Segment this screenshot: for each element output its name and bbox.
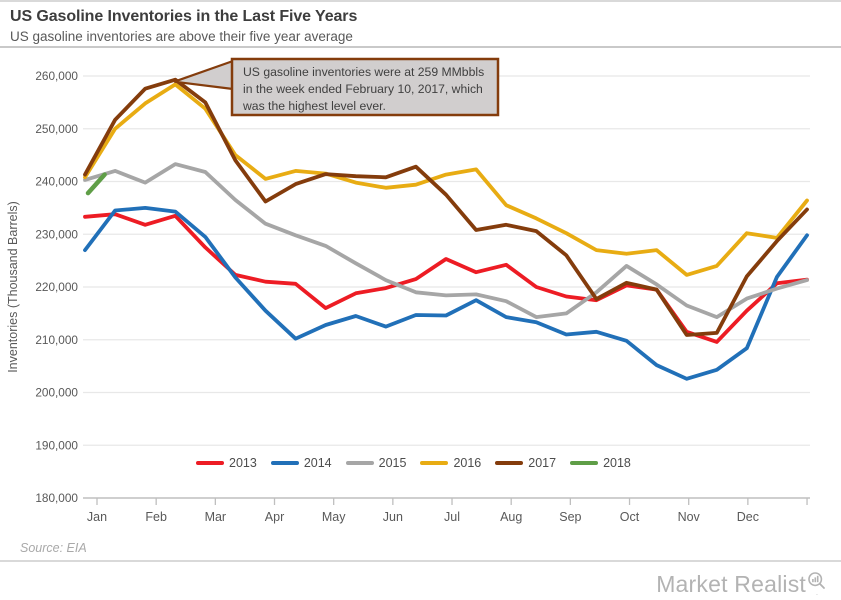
callout-pointer-edge <box>174 80 234 91</box>
x-tick-label: Mar <box>205 510 227 524</box>
legend-swatch-2016 <box>420 461 449 465</box>
x-tick-label: Apr <box>265 510 284 524</box>
callout-pointer <box>174 61 233 89</box>
legend-swatch-2018 <box>570 461 599 465</box>
legend-label-2013: 2013 <box>229 456 257 470</box>
legend-item-2016: 2016 <box>420 456 481 470</box>
x-tick-label: May <box>322 510 346 524</box>
header-divider <box>0 46 841 48</box>
source-label: Source: EIA <box>20 541 87 555</box>
x-tick-label: Oct <box>620 510 640 524</box>
legend-swatch-2014 <box>270 461 299 465</box>
legend-item-2013: 2013 <box>196 456 257 470</box>
series-line-2017 <box>83 77 809 337</box>
brand-tm-mark: . <box>816 590 818 597</box>
x-tick-label: Jan <box>87 510 107 524</box>
chart-legend: 2013 2014 2015 2016 2017 2018 <box>196 456 631 470</box>
annotation-box <box>230 57 500 117</box>
page-subtitle: US gasoline inventories are above their … <box>10 29 353 44</box>
series-line-2014 <box>83 205 809 381</box>
y-tick-label: 250,000 <box>35 122 78 136</box>
legend-label-2014: 2014 <box>303 456 332 470</box>
x-tick-label: Aug <box>500 510 522 524</box>
brand-wordmark: Market Realist <box>656 571 806 597</box>
y-axis-title: Inventories (Thousand Barrels) <box>6 201 20 373</box>
callout-pointer-edge <box>173 59 234 83</box>
magnifier-chart-icon: . <box>807 571 827 597</box>
y-tick-label: 190,000 <box>35 438 78 452</box>
legend-label-2017: 2017 <box>528 456 557 470</box>
series-line-2018 <box>85 172 107 196</box>
series-line-2015 <box>83 162 809 320</box>
y-tick-label: 260,000 <box>35 69 78 83</box>
brand-logo: Market Realist . <box>656 571 827 597</box>
x-tick-label: Jun <box>383 510 403 524</box>
legend-item-2014: 2014 <box>270 456 332 470</box>
y-tick-label: 230,000 <box>35 227 78 241</box>
legend-swatch-2013 <box>196 461 224 465</box>
y-tick-label: 180,000 <box>35 491 78 505</box>
y-tick-label: 200,000 <box>35 386 78 400</box>
legend-item-2017: 2017 <box>495 456 556 470</box>
page-title: US Gasoline Inventories in the Last Five… <box>10 8 358 25</box>
x-tick-label: Jul <box>444 510 460 524</box>
legend-label-2018: 2018 <box>603 456 631 470</box>
annotation-text-line: US gasoline inventories were at 259 MMbb… <box>243 65 484 79</box>
legend-item-2018: 2018 <box>570 456 631 470</box>
annotation-text-line: in the week ended February 10, 2017, whi… <box>243 82 483 96</box>
y-tick-label: 210,000 <box>35 333 78 347</box>
legend-label-2016: 2016 <box>453 456 482 470</box>
series-line-2013 <box>83 212 809 344</box>
legend-item-2015: 2015 <box>345 456 407 470</box>
annotation-text-line: was the highest level ever. <box>242 99 386 113</box>
y-tick-label: 220,000 <box>35 280 78 294</box>
footer-divider <box>0 560 841 562</box>
x-tick-label: Sep <box>559 510 581 524</box>
series-line-2016 <box>83 82 809 277</box>
legend-label-2015: 2015 <box>378 456 407 470</box>
x-tick-label: Dec <box>737 510 759 524</box>
x-tick-label: Feb <box>145 510 167 524</box>
legend-swatch-2015 <box>345 461 374 465</box>
x-tick-label: Nov <box>678 510 701 524</box>
legend-swatch-2017 <box>495 461 524 465</box>
y-tick-label: 240,000 <box>35 175 78 189</box>
